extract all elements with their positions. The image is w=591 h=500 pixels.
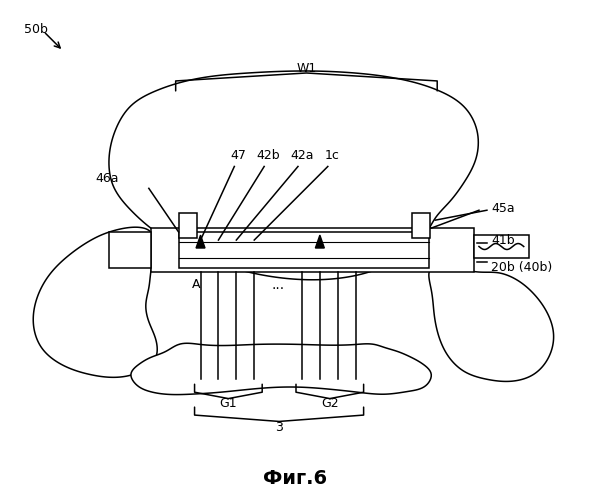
Text: 45a: 45a bbox=[491, 202, 515, 214]
Text: G2: G2 bbox=[321, 397, 339, 410]
Text: 47: 47 bbox=[230, 150, 246, 162]
Text: 41b: 41b bbox=[491, 234, 515, 246]
Text: A: A bbox=[192, 278, 201, 291]
Polygon shape bbox=[196, 235, 205, 248]
Text: 1c: 1c bbox=[324, 150, 339, 162]
Polygon shape bbox=[429, 266, 554, 382]
Bar bbox=[151, 228, 474, 272]
Bar bbox=[178, 232, 429, 268]
Polygon shape bbox=[109, 71, 478, 280]
Text: W1: W1 bbox=[297, 62, 317, 75]
Polygon shape bbox=[131, 344, 431, 394]
Bar bbox=[474, 235, 529, 258]
Polygon shape bbox=[316, 235, 324, 248]
Text: Фиг.6: Фиг.6 bbox=[264, 469, 327, 488]
Text: 3: 3 bbox=[275, 421, 283, 434]
Text: ...: ... bbox=[271, 278, 285, 292]
Text: 46a: 46a bbox=[96, 172, 119, 185]
Bar bbox=[178, 213, 197, 238]
Bar bbox=[109, 232, 151, 268]
Text: 20b (40b): 20b (40b) bbox=[491, 262, 552, 274]
Bar bbox=[413, 213, 430, 238]
Text: 42a: 42a bbox=[290, 150, 314, 162]
Polygon shape bbox=[33, 227, 157, 378]
Text: 42b: 42b bbox=[256, 150, 280, 162]
Text: 50b: 50b bbox=[24, 24, 47, 36]
Text: G1: G1 bbox=[220, 397, 237, 410]
